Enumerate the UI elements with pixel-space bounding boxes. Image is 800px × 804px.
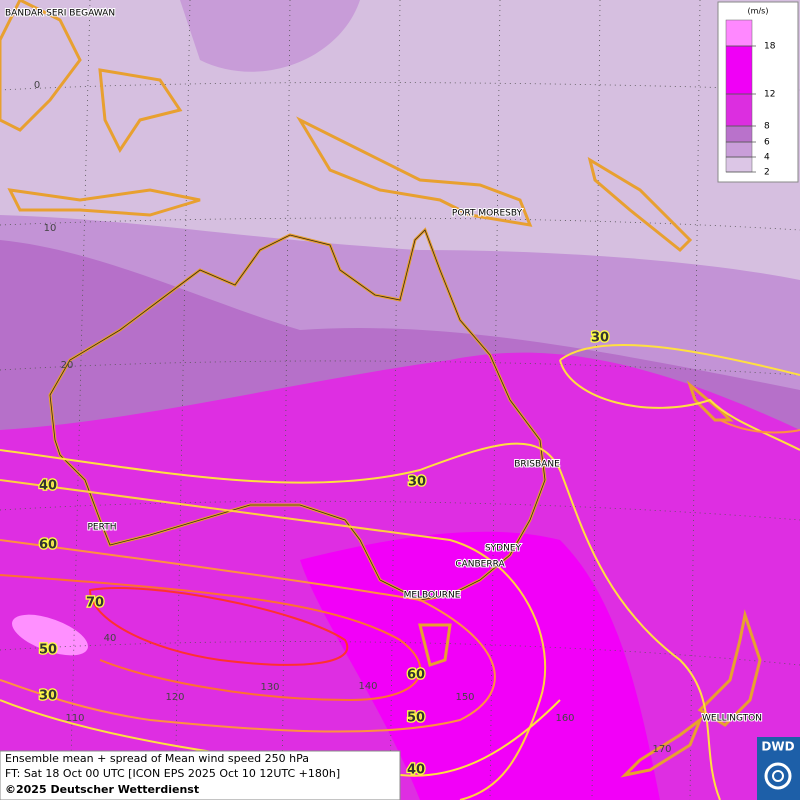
longitude-label: 160 — [555, 713, 574, 724]
city-label: MELBOURNE — [404, 591, 461, 601]
legend-swatch — [725, 45, 753, 95]
city-label: CANBERRA — [455, 560, 505, 570]
caption-line: Ensemble mean + spread of Mean wind spee… — [5, 752, 309, 765]
legend-tick-label: 12 — [764, 90, 775, 100]
longitude-label: 110 — [65, 713, 84, 724]
legend-tick-label: 6 — [764, 138, 770, 148]
longitude-label: 150 — [455, 692, 474, 703]
legend-swatch — [725, 141, 753, 158]
city-label: PORT MORESBY — [452, 209, 523, 219]
logo-text: DWD — [761, 740, 794, 754]
longitude-label: 130 — [260, 682, 279, 693]
caption-line: ©2025 Deutscher Wetterdienst — [5, 783, 199, 796]
legend-tick-label: 4 — [764, 153, 770, 163]
speed-band — [300, 531, 660, 800]
speed-band — [12, 614, 88, 656]
logo-icon — [764, 762, 792, 790]
latitude-label: 10 — [44, 223, 57, 234]
caption-line: FT: Sat 18 Oct 00 UTC [ICON EPS 2025 Oct… — [5, 767, 340, 780]
contour-label: 30 — [591, 331, 609, 346]
contour-label: 30 — [39, 689, 57, 704]
longitude-label: 170 — [652, 744, 671, 755]
legend-swatch — [725, 125, 753, 143]
logo-icon — [772, 770, 784, 782]
contour-label: 40 — [39, 479, 57, 494]
contour-label: 50 — [407, 711, 425, 726]
city-label: BRISBANE — [514, 460, 560, 470]
contour-label: 50 — [39, 643, 57, 658]
latitude-label: 0 — [34, 80, 40, 91]
city-label: SYDNEY — [485, 544, 522, 554]
longitude-label: 140 — [358, 681, 377, 692]
legend-swatch — [725, 156, 753, 173]
city-label: PERTH — [88, 523, 117, 533]
contour-label: 30 — [408, 475, 426, 490]
legend-swatch — [725, 19, 753, 47]
legend-swatch — [725, 93, 753, 127]
city-label: BANDAR SERI BEGAWAN — [5, 9, 115, 19]
latitude-label: 40 — [104, 633, 117, 644]
contour-label: 60 — [39, 538, 57, 553]
latitude-label: 20 — [61, 360, 74, 371]
contour-label: 60 — [407, 668, 425, 683]
logo — [757, 737, 800, 800]
contour-label: 70 — [86, 596, 104, 611]
speed-band — [180, 0, 360, 72]
legend-tick-label: 8 — [764, 122, 770, 132]
contour-label: 40 — [407, 763, 425, 778]
caption-box — [0, 750, 401, 801]
coastline-inner — [49, 229, 546, 601]
legend-unit: (m/s) — [748, 7, 769, 16]
longitude-label: 120 — [165, 692, 184, 703]
legend-tick-label: 2 — [764, 168, 770, 178]
contours — [0, 343, 800, 801]
city-label: WELLINGTON — [702, 714, 762, 724]
legend-tick-label: 18 — [764, 42, 776, 52]
